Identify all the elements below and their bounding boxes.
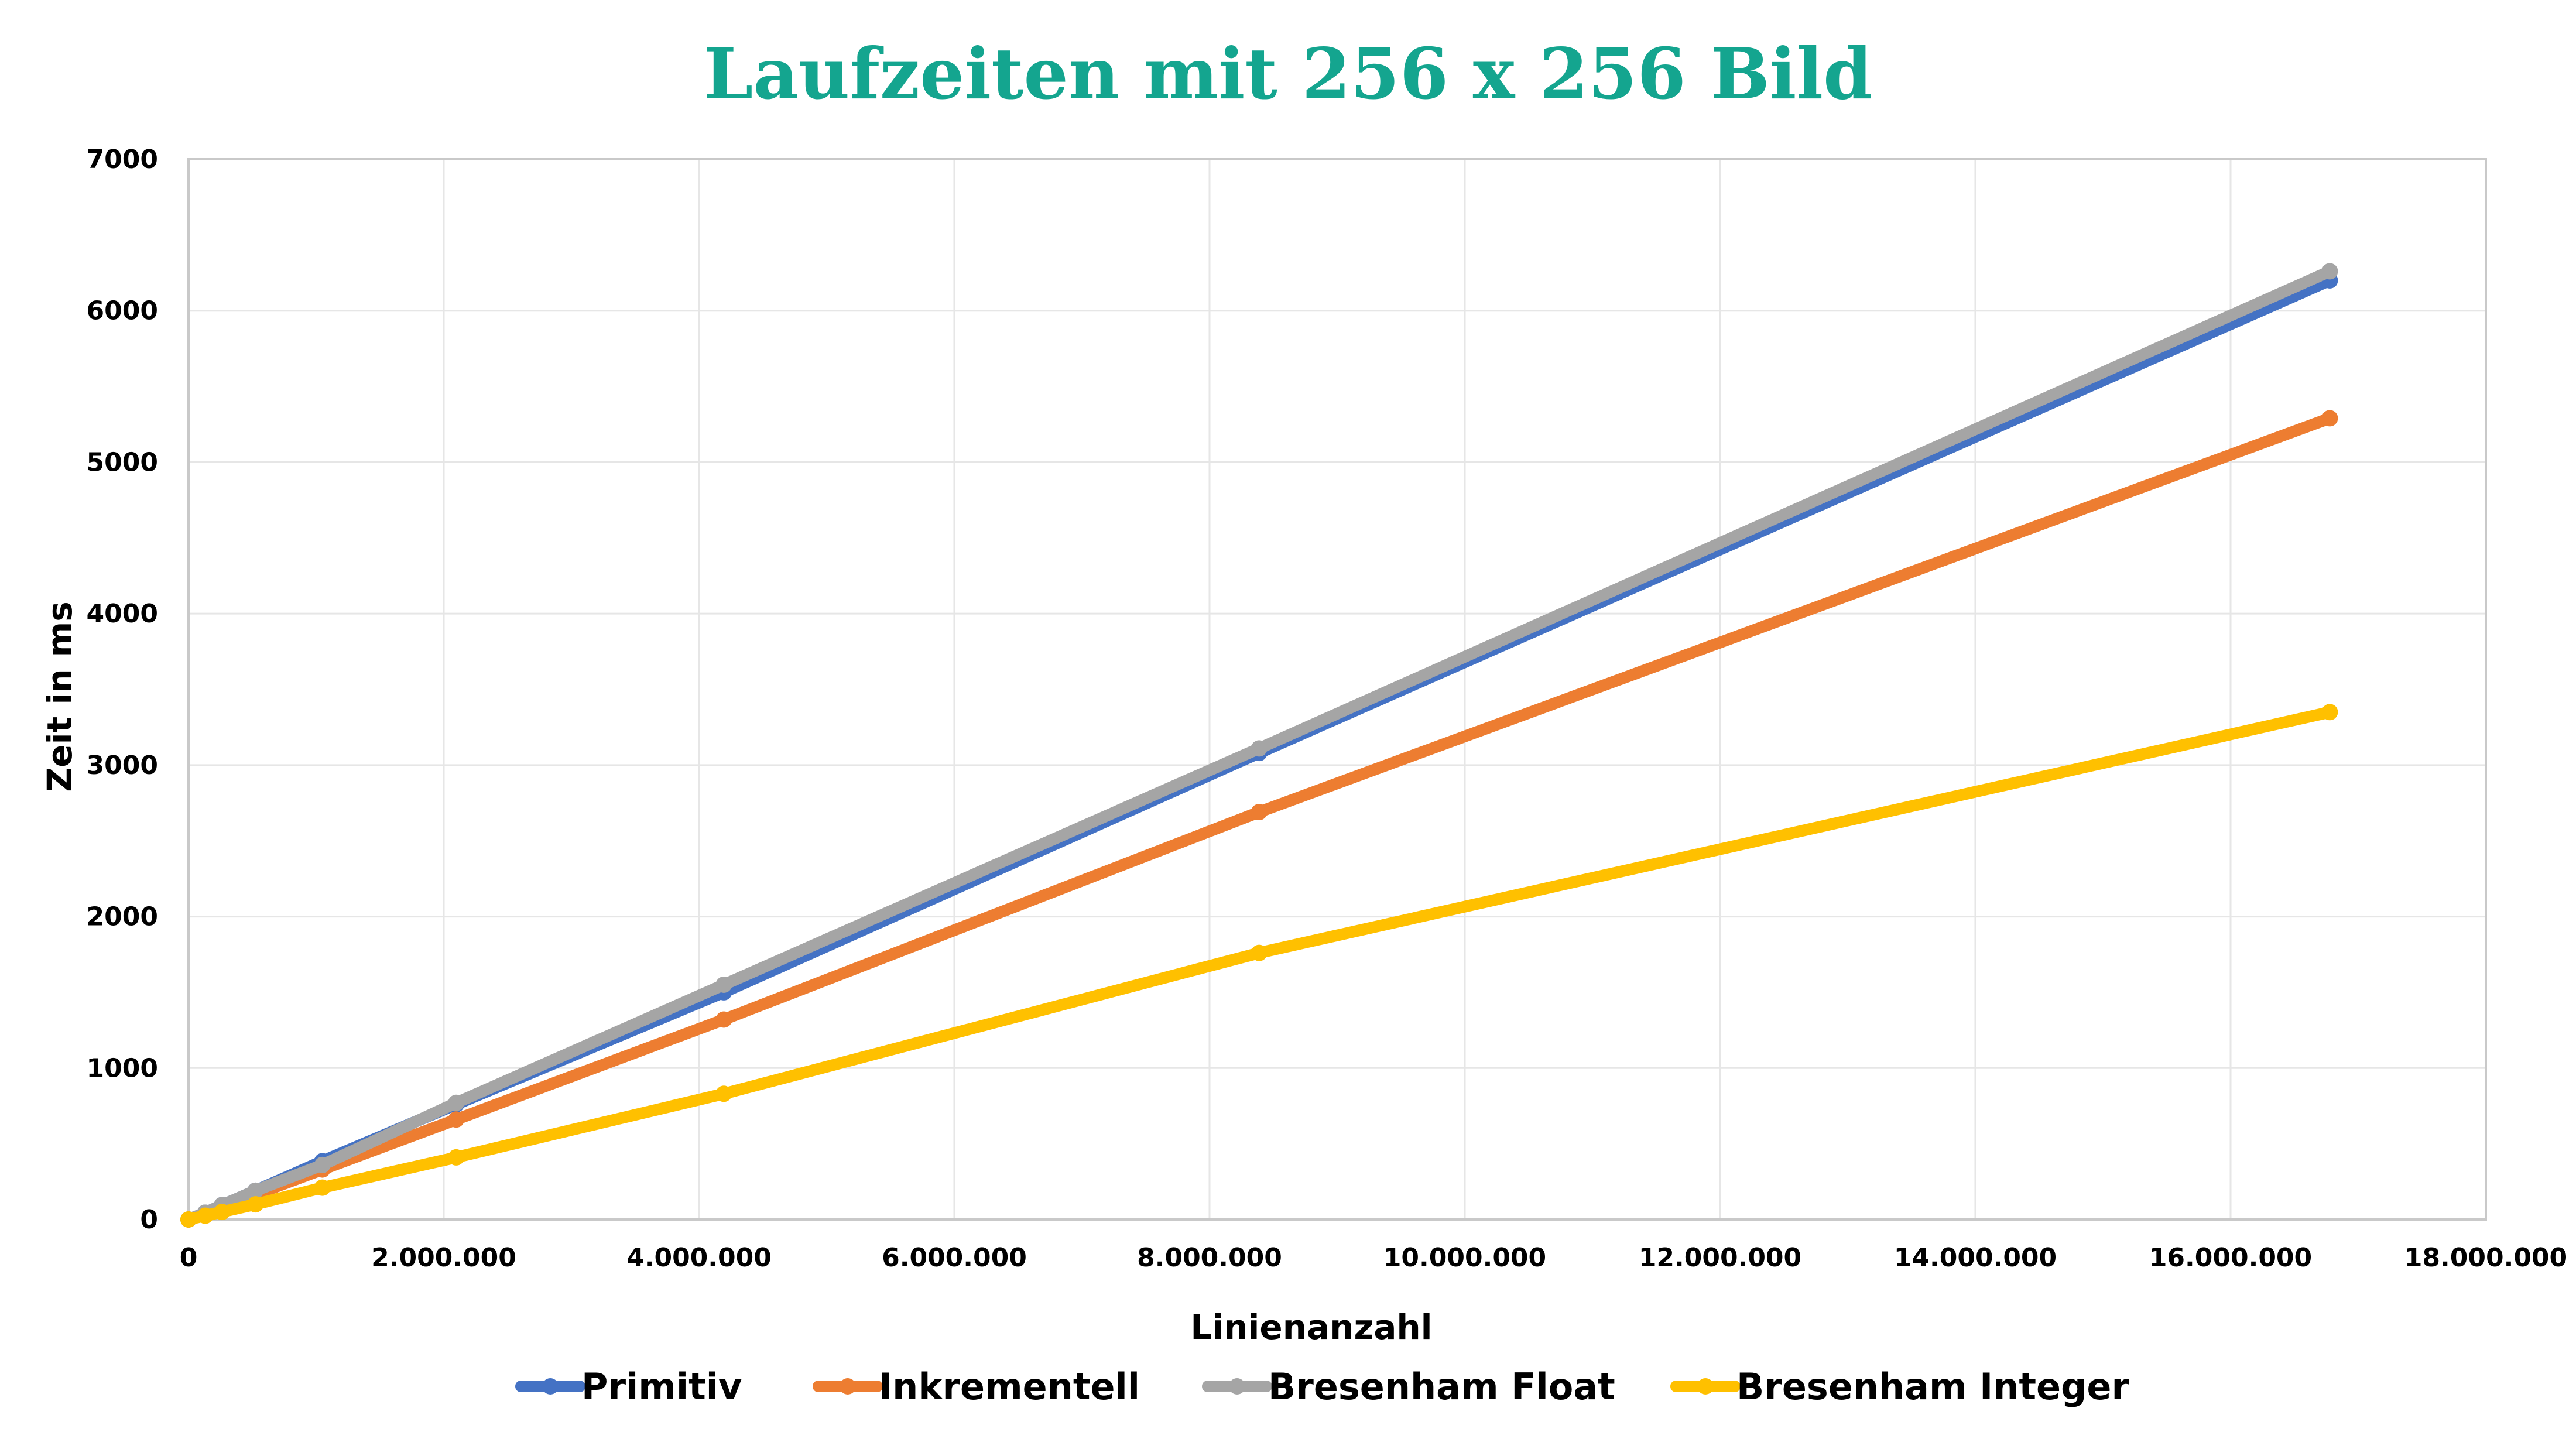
legend: Primitiv Inkrementell Bresenham Float Brese… bbox=[515, 1365, 2129, 1408]
x-tick-label: 16.000.000 bbox=[2149, 1243, 2312, 1273]
series-bresenham-integer bbox=[180, 704, 2338, 1228]
series-bresenham-float bbox=[180, 263, 2338, 1228]
data-point-bresenham-float bbox=[247, 1182, 264, 1199]
data-point-bresenham-integer bbox=[180, 1211, 197, 1228]
data-point-bresenham-float bbox=[314, 1156, 331, 1173]
data-point-bresenham-float bbox=[715, 976, 732, 993]
data-point-inkrementell bbox=[1251, 804, 1268, 821]
x-axis-ticks: 0 2.000.000 4.000.000 6.000.000 8.000.000 10.… bbox=[180, 1243, 2567, 1273]
plot-area-border bbox=[187, 158, 2487, 1221]
y-axis-label: Zeit in ms bbox=[40, 601, 80, 792]
data-point-bresenham-integer bbox=[448, 1149, 465, 1166]
x-tick-label: 12.000.000 bbox=[1639, 1243, 1801, 1273]
legend-marker bbox=[1229, 1378, 1245, 1395]
legend-label: Primitiv bbox=[581, 1365, 742, 1408]
legend-marker bbox=[542, 1378, 559, 1395]
y-tick-label: 2000 bbox=[87, 902, 158, 932]
data-point-inkrementell bbox=[2321, 410, 2338, 427]
x-tick-label: 0 bbox=[180, 1243, 198, 1273]
y-tick-label: 7000 bbox=[87, 145, 158, 174]
legend-marker bbox=[1697, 1378, 1714, 1395]
chart-title: Laufzeiten mit 256 x 256 Bild bbox=[704, 33, 1872, 115]
x-axis-label: Linienanzahl bbox=[1190, 1307, 1432, 1347]
data-point-bresenham-float bbox=[1251, 740, 1268, 757]
data-point-inkrementell bbox=[448, 1111, 465, 1128]
y-tick-label: 3000 bbox=[87, 751, 158, 780]
series-line-bresenham-integer bbox=[183, 706, 2336, 1225]
legend-label: Bresenham Float bbox=[1268, 1365, 1615, 1408]
legend-item-bresenham-integer: Bresenham Integer bbox=[1670, 1365, 2129, 1408]
data-point-bresenham-integer bbox=[214, 1204, 231, 1221]
data-point-bresenham-integer bbox=[314, 1179, 331, 1196]
x-tick-label: 6.000.000 bbox=[882, 1243, 1027, 1273]
data-point-bresenham-float bbox=[2321, 263, 2338, 280]
x-tick-label: 14.000.000 bbox=[1894, 1243, 2057, 1273]
legend-item-bresenham-float: Bresenham Float bbox=[1202, 1365, 1615, 1408]
y-tick-label: 1000 bbox=[87, 1053, 158, 1083]
y-tick-label: 0 bbox=[140, 1205, 158, 1235]
legend-label: Bresenham Integer bbox=[1736, 1365, 2129, 1408]
data-point-bresenham-integer bbox=[1251, 944, 1268, 961]
legend-marker bbox=[840, 1378, 856, 1395]
data-point-bresenham-integer bbox=[715, 1085, 732, 1102]
x-tick-label: 18.000.000 bbox=[2404, 1243, 2567, 1273]
series-inkrementell bbox=[180, 410, 2338, 1228]
x-tick-label: 8.000.000 bbox=[1137, 1243, 1282, 1273]
legend-item-inkrementell: Inkrementell bbox=[813, 1365, 1140, 1408]
x-tick-label: 10.000.000 bbox=[1383, 1243, 1546, 1273]
data-point-inkrementell bbox=[715, 1011, 732, 1028]
y-axis-ticks: 0 1000 2000 3000 4000 5000 6000 7000 bbox=[87, 145, 158, 1235]
x-tick-label: 4.000.000 bbox=[626, 1243, 772, 1273]
series-lines bbox=[180, 263, 2338, 1228]
y-tick-label: 4000 bbox=[87, 599, 158, 629]
data-point-bresenham-integer bbox=[197, 1207, 214, 1224]
data-point-bresenham-float bbox=[448, 1094, 465, 1111]
data-point-bresenham-integer bbox=[247, 1196, 264, 1213]
x-tick-label: 2.000.000 bbox=[371, 1243, 516, 1273]
legend-item-primitiv: Primitiv bbox=[515, 1365, 742, 1408]
y-tick-label: 5000 bbox=[87, 447, 158, 477]
legend-label: Inkrementell bbox=[879, 1365, 1140, 1408]
grid-lines bbox=[187, 158, 2487, 1221]
y-tick-label: 6000 bbox=[87, 296, 158, 326]
data-point-bresenham-integer bbox=[2321, 704, 2338, 721]
